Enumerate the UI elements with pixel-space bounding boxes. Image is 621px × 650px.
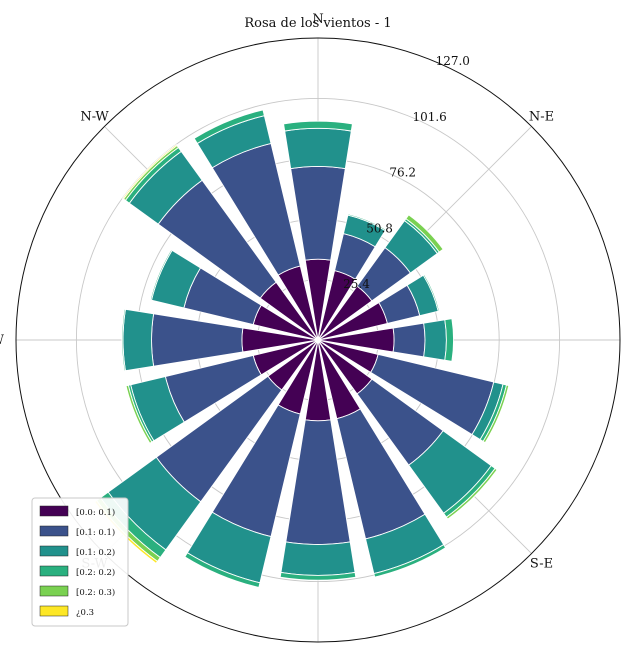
bars-layer	[15, 37, 621, 643]
bar-segment-dir45-s4	[405, 214, 444, 253]
legend-swatch	[39, 505, 69, 517]
legend-label: [0.1: 0.1)	[76, 527, 115, 538]
bar-segment-dir270-s1	[151, 313, 244, 367]
legend: [0.0: 0.1) [0.1: 0.1) [0.1: 0.2) [0.2: 0.2)…	[31, 497, 129, 627]
bar-segment-dir270-s3	[121, 308, 126, 372]
radial-tick-label: 50.8	[366, 221, 393, 235]
bar-segment-dir247.5-s4	[125, 384, 153, 444]
bar-segment-dir22.5-s3	[347, 213, 387, 232]
bar-segment-dir337.5-s3	[193, 109, 265, 145]
direction-label: W	[0, 333, 5, 348]
legend-swatch	[39, 605, 69, 617]
legend-swatch	[39, 525, 69, 537]
legend-label: [0.2: 0.2)	[76, 567, 115, 578]
bar-segment-dir180-s2	[280, 541, 356, 576]
chart-title: Rosa de los vientos - 1	[244, 16, 391, 31]
radial-tick-label: 25.4	[343, 277, 370, 291]
bar-segment-dir292.5-s3	[149, 249, 173, 301]
direction-label: N-E	[529, 110, 554, 125]
bar-segment-dir180-s1	[285, 419, 351, 545]
bar-segment-dir0-s2	[284, 127, 352, 170]
bar-segment-dir135-s4	[445, 467, 498, 520]
bar-segment-dir270-s2	[122, 308, 155, 372]
radial-tick-label: 127.0	[436, 54, 470, 68]
bar-segment-dir315-s5	[121, 143, 178, 200]
bar-segment-dir202.5-s3	[184, 552, 261, 589]
radial-tick-label: 76.2	[389, 166, 416, 180]
bar-segment-dir0-s1	[290, 166, 346, 261]
bar-segment-dir0-s3	[283, 120, 353, 132]
direction-label: N-W	[80, 110, 109, 125]
legend-label: [0.2: 0.3)	[76, 587, 115, 598]
bar-segment-dir112.5-s4	[482, 384, 510, 444]
bar-segment-dir157.5-s3	[373, 544, 447, 578]
bar-segment-dir90-s1	[392, 322, 426, 358]
legend-swatch	[39, 545, 69, 557]
radial-tick-label: 101.6	[412, 110, 446, 124]
legend-label: [0.1: 0.2)	[76, 547, 115, 558]
bar-segment-dir90-s2	[423, 319, 447, 361]
direction-label: N	[312, 12, 323, 27]
legend-label: ¿0.3	[76, 608, 94, 618]
legend-swatch	[39, 585, 69, 597]
bar-segment-dir67.5-s3	[422, 274, 440, 312]
legend-swatch	[39, 565, 69, 577]
bar-segment-dir180-s3	[279, 571, 357, 581]
outer-circle	[15, 37, 621, 643]
bar-segment-dir90-s3	[444, 318, 454, 362]
legend-label: [0.0: 0.1)	[76, 507, 115, 518]
direction-label: S-E	[530, 556, 553, 571]
